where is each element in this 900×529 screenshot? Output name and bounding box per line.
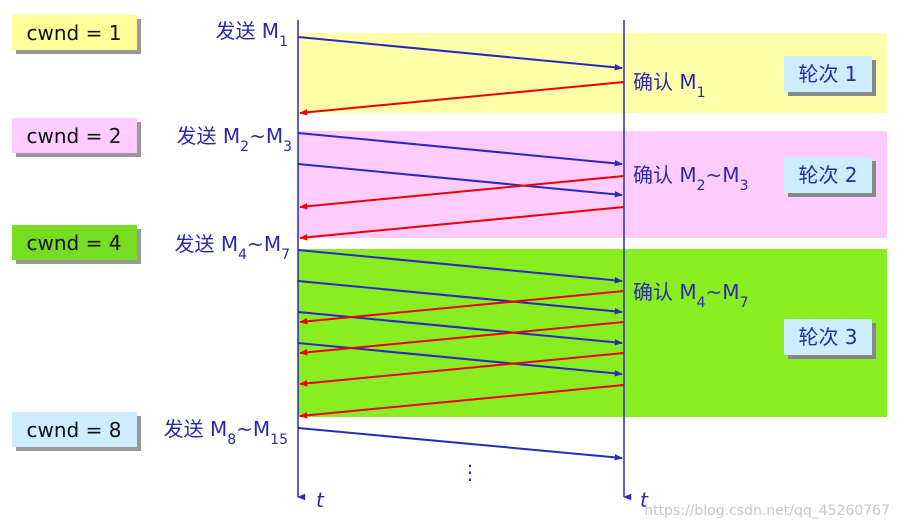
subscript: 1	[697, 85, 706, 101]
subscript: 3	[283, 139, 292, 155]
send-label: 发送 M4~M7	[175, 232, 290, 263]
ack-label: 确认 M1	[633, 70, 706, 101]
subscript: 3	[740, 178, 749, 194]
round-label: 轮次 2	[798, 163, 857, 187]
subscript: 4	[697, 295, 706, 311]
cwnd-label: cwnd = 2	[27, 124, 122, 148]
cwnd-label: cwnd = 8	[27, 418, 122, 442]
send-label: 发送 M1	[215, 19, 288, 50]
ack-arrow	[299, 321, 625, 356]
send-arrow	[297, 280, 623, 315]
subscript: 7	[281, 247, 290, 263]
label-part: 确认 M	[633, 70, 697, 94]
send-arrow	[297, 36, 623, 71]
ack-arrow	[299, 352, 625, 387]
round-box: 轮次 3	[784, 319, 876, 359]
label-part: 发送 M	[215, 19, 279, 43]
subscript: 2	[240, 139, 249, 155]
label-part: ~M	[706, 163, 740, 187]
send-arrow	[297, 132, 623, 167]
subscript: 4	[238, 247, 247, 263]
ellipsis: ⋮	[460, 460, 480, 484]
cwnd-label: cwnd = 4	[27, 231, 122, 255]
ack-label: 确认 M4~M7	[633, 280, 748, 311]
round-box: 轮次 2	[784, 157, 876, 197]
label-part: ~M	[249, 124, 283, 148]
cwnd-label: cwnd = 1	[27, 21, 122, 45]
label-part: 发送 M	[177, 124, 241, 148]
round-label: 轮次 3	[798, 325, 857, 349]
send-arrow	[297, 249, 623, 284]
subscript: 2	[697, 178, 706, 194]
subscript: 15	[270, 432, 288, 448]
cwnd-box: cwnd = 1	[12, 15, 141, 54]
cwnd-box: cwnd = 8	[12, 412, 141, 451]
label-part: 发送 M	[164, 417, 228, 441]
ack-arrow	[299, 384, 625, 419]
cwnd-box: cwnd = 4	[12, 225, 141, 264]
send-arrow	[297, 427, 623, 461]
time-label: t	[640, 488, 649, 512]
send-label: 发送 M8~M15	[164, 417, 288, 448]
round-box: 轮次 1	[784, 56, 876, 96]
ack-arrow	[299, 290, 625, 325]
label-part: 发送 M	[175, 232, 239, 256]
subscript: 7	[740, 295, 749, 311]
label-part: ~M	[236, 417, 270, 441]
send-arrow	[297, 163, 623, 198]
label-part: ~M	[247, 232, 281, 256]
ack-arrow	[299, 175, 625, 210]
round-label: 轮次 1	[798, 62, 857, 86]
ack-arrows	[299, 81, 625, 419]
subscript: 1	[279, 34, 288, 50]
watermark: https://blog.csdn.net/qq_45260767	[644, 503, 890, 519]
ack-label: 确认 M2~M3	[633, 163, 748, 194]
cwnd-box: cwnd = 2	[12, 118, 141, 157]
subscript: 8	[227, 432, 236, 448]
label-part: ~M	[706, 280, 740, 304]
label-part: 确认 M	[633, 163, 697, 187]
time-label: t	[316, 488, 325, 512]
label-part: 确认 M	[633, 280, 697, 304]
send-label: 发送 M2~M3	[177, 124, 292, 155]
ack-arrow	[299, 206, 625, 241]
ack-arrow	[299, 81, 625, 116]
